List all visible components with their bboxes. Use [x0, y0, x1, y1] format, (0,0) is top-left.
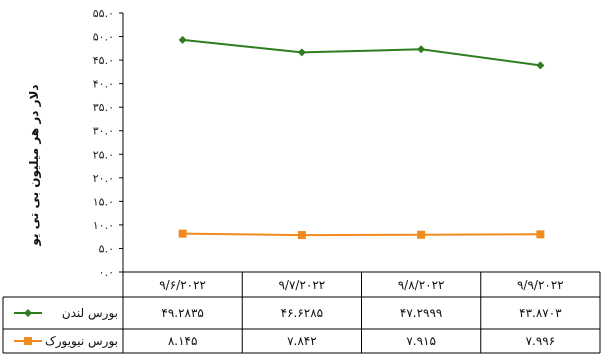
y-tick-label: ۲۰.۰: [93, 172, 114, 185]
data-label: ۴۶.۶۲۸۵: [281, 306, 324, 320]
legend-key-marker: [24, 309, 32, 317]
x-tick-label: ۹/۹/۲۰۲۲: [517, 278, 564, 292]
data-label: ۷.۹۱۵: [406, 334, 436, 348]
y-tick-label: ۱۰.۰: [93, 219, 114, 232]
data-point: [417, 45, 426, 54]
y-tick-label: ۴۰.۰: [93, 78, 114, 91]
legend-label: بورس نیویورک: [45, 334, 118, 349]
series-line: [182, 38, 541, 67]
data-point: [178, 35, 187, 44]
y-tick-label: ۲۵.۰: [93, 148, 114, 161]
chart-frame: [2, 13, 601, 354]
y-tick-label: ۵۵.۰: [93, 7, 114, 20]
y-tick-label: ۱۵.۰: [93, 195, 114, 208]
data-point: [178, 229, 187, 238]
y-axis-ticks: ۰.۰ ۵.۰ ۱۰.۰ ۱۵.۰ ۲۰.۰ ۲۵.۰ ۳۰.۰ ۳۵.۰ ۴۰.۰ ۴۵.۰ ۵۰…: [93, 7, 123, 279]
y-tick-label: ۰.۰: [99, 266, 114, 279]
data-point: [297, 231, 306, 240]
data-point: [417, 230, 426, 239]
data-label: ۸.۱۴۵: [168, 334, 198, 348]
data-point: [297, 48, 306, 57]
y-tick-label: ۳۵.۰: [93, 101, 114, 114]
x-tick-label: ۹/۷/۲۰۲۲: [278, 278, 325, 292]
y-tick-label: ۵.۰: [99, 242, 114, 255]
legend-key-marker: [24, 337, 32, 345]
x-tick-label: ۹/۸/۲۰۲۲: [398, 278, 445, 292]
data-table: ۹/۶/۲۰۲۲ ۹/۷/۲۰۲۲ ۹/۸/۲۰۲۲ ۹/۹/۲۰۲۲ بورس لند…: [14, 278, 564, 349]
x-tick-label: ۹/۶/۲۰۲۲: [159, 278, 206, 292]
data-label: ۷.۸۴۲: [287, 334, 317, 348]
series-line: [182, 232, 541, 237]
y-tick-label: ۵۰.۰: [93, 31, 114, 44]
y-axis-label: دلار در هر میلیون بی تی یو: [27, 84, 42, 246]
y-tick-label: ۴۵.۰: [93, 54, 114, 67]
data-label: ۴۷.۲۹۹۹: [400, 306, 443, 320]
data-point: [536, 61, 545, 70]
data-point: [536, 230, 545, 239]
y-tick-label: ۳۰.۰: [93, 125, 114, 138]
data-label: ۴۹.۲۸۳۵: [161, 306, 204, 320]
legend-label: بورس لندن: [62, 306, 118, 321]
data-label: ۷.۹۹۶: [526, 334, 556, 348]
data-label: ۴۳.۸۷۰۳: [519, 306, 562, 320]
series-lines: [178, 35, 545, 240]
